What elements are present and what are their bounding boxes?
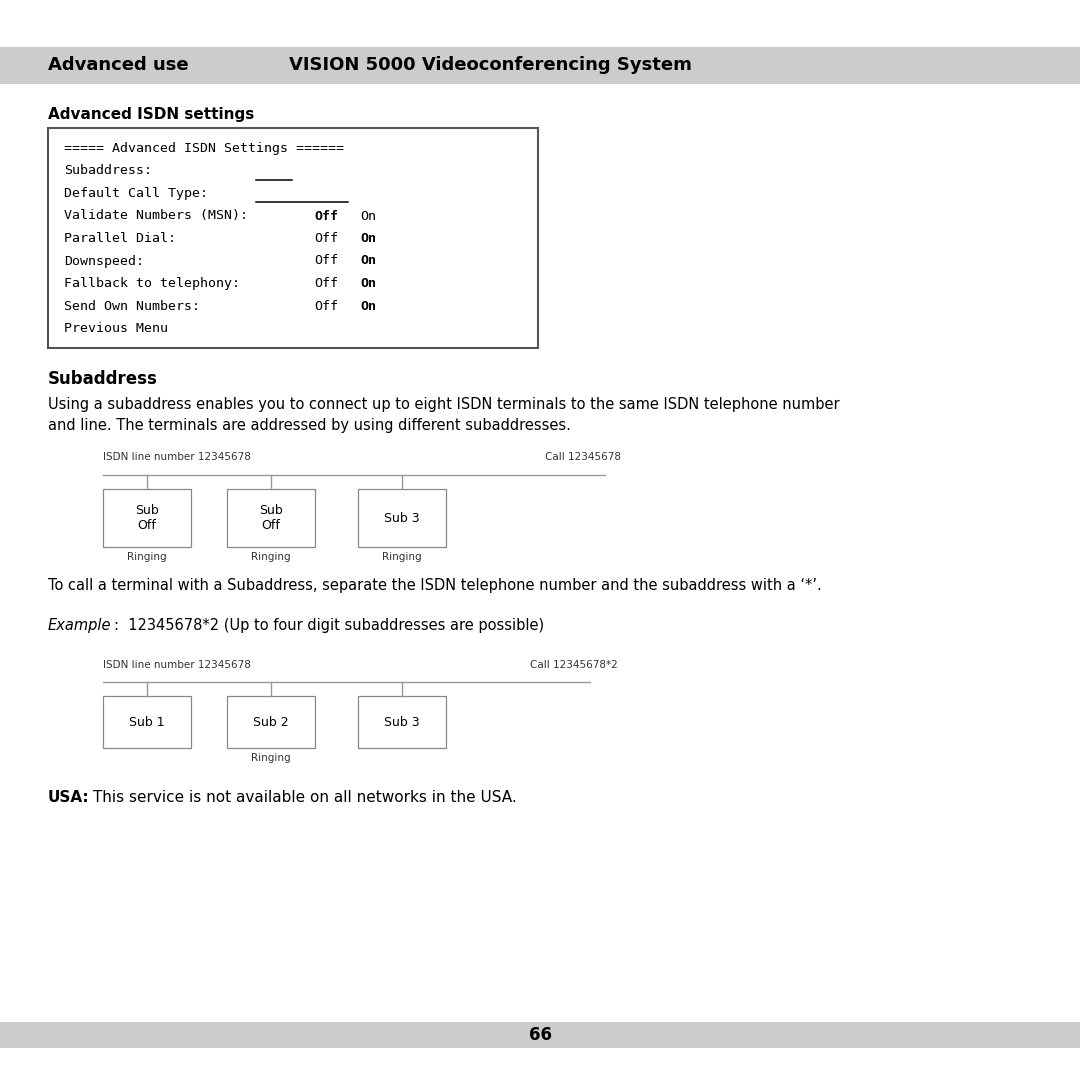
Text: :  12345678*2 (Up to four digit subaddresses are possible): : 12345678*2 (Up to four digit subaddres… xyxy=(114,618,544,633)
Text: Ringing: Ringing xyxy=(382,552,422,562)
Text: Off: Off xyxy=(314,276,338,291)
Text: Previous Menu: Previous Menu xyxy=(64,322,168,335)
Text: On: On xyxy=(360,210,376,222)
Text: Using a subaddress enables you to connect up to eight ISDN terminals to the same: Using a subaddress enables you to connec… xyxy=(48,397,839,411)
Text: Call 12345678: Call 12345678 xyxy=(545,453,621,462)
Text: Off: Off xyxy=(314,299,338,312)
Text: Downspeed:: Downspeed: xyxy=(64,255,144,268)
Text: Off: Off xyxy=(314,255,338,268)
Text: Parallel Dial:: Parallel Dial: xyxy=(64,232,176,245)
Bar xyxy=(103,696,191,748)
Bar xyxy=(0,48,1080,84)
Text: and line. The terminals are addressed by using different subaddresses.: and line. The terminals are addressed by… xyxy=(48,418,571,433)
Bar xyxy=(357,489,446,546)
Text: Sub
Off: Sub Off xyxy=(259,504,283,532)
Text: Ringing: Ringing xyxy=(127,552,166,562)
Text: Ringing: Ringing xyxy=(252,552,291,562)
Text: To call a terminal with a Subaddress, separate the ISDN telephone number and the: To call a terminal with a Subaddress, se… xyxy=(48,578,822,593)
Text: Sub 3: Sub 3 xyxy=(384,512,420,525)
Text: Sub 2: Sub 2 xyxy=(253,715,288,729)
Text: On: On xyxy=(360,232,376,245)
Text: Ringing: Ringing xyxy=(252,753,291,762)
Text: Validate Numbers (MSN):: Validate Numbers (MSN): xyxy=(64,210,248,222)
Bar xyxy=(227,489,315,546)
Text: This service is not available on all networks in the USA.: This service is not available on all net… xyxy=(87,789,516,805)
Text: Advanced use: Advanced use xyxy=(48,56,189,75)
Text: Sub 3: Sub 3 xyxy=(384,715,420,729)
Text: ISDN line number 12345678: ISDN line number 12345678 xyxy=(103,453,251,462)
Bar xyxy=(227,696,315,748)
Text: Off: Off xyxy=(314,232,338,245)
Text: Advanced ISDN settings: Advanced ISDN settings xyxy=(48,107,254,122)
Text: Sub 1: Sub 1 xyxy=(130,715,165,729)
Text: ISDN line number 12345678: ISDN line number 12345678 xyxy=(103,660,251,670)
Text: VISION 5000 Videoconferencing System: VISION 5000 Videoconferencing System xyxy=(288,56,691,75)
Bar xyxy=(48,129,538,348)
Text: Example: Example xyxy=(48,618,111,633)
Text: Off: Off xyxy=(314,210,338,222)
Text: ===== Advanced ISDN Settings ======: ===== Advanced ISDN Settings ====== xyxy=(64,141,345,156)
Text: Call 12345678*2: Call 12345678*2 xyxy=(530,660,618,670)
Text: On: On xyxy=(360,276,376,291)
Text: 66: 66 xyxy=(528,1026,552,1044)
Text: Send Own Numbers:: Send Own Numbers: xyxy=(64,299,200,312)
Bar xyxy=(0,1022,1080,1048)
Text: Subaddress: Subaddress xyxy=(48,370,158,388)
Bar xyxy=(103,489,191,546)
Text: USA:: USA: xyxy=(48,789,90,805)
Bar xyxy=(357,696,446,748)
Text: Default Call Type:: Default Call Type: xyxy=(64,187,208,200)
Text: Sub
Off: Sub Off xyxy=(135,504,159,532)
Text: On: On xyxy=(360,255,376,268)
Text: Subaddress:: Subaddress: xyxy=(64,164,152,177)
Text: On: On xyxy=(360,299,376,312)
Text: Fallback to telephony:: Fallback to telephony: xyxy=(64,276,240,291)
